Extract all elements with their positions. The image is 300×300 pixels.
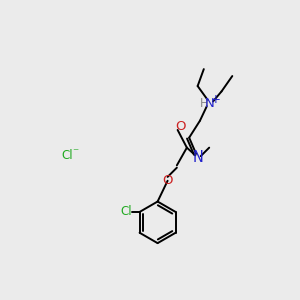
Text: N: N bbox=[192, 150, 203, 165]
Text: O: O bbox=[162, 174, 173, 187]
Text: +: + bbox=[211, 93, 221, 106]
Text: ⁻: ⁻ bbox=[72, 146, 78, 159]
Text: H: H bbox=[200, 97, 208, 110]
Text: O: O bbox=[176, 120, 186, 134]
Text: Cl: Cl bbox=[62, 149, 73, 162]
Text: N: N bbox=[205, 97, 215, 110]
Text: Cl: Cl bbox=[120, 206, 131, 218]
